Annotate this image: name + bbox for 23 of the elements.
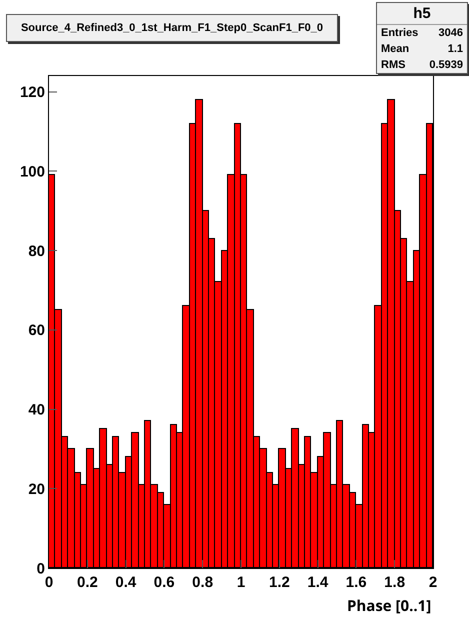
y-tick-label: 120 — [20, 84, 45, 102]
text: h5 — [377, 3, 467, 25]
y-tick-label: 0 — [36, 560, 45, 578]
x-tick-label: 2 — [428, 574, 438, 591]
x-tick-label: 1.6 — [346, 574, 367, 591]
x-axis-title: Phase [0..1] — [347, 596, 432, 616]
text: RMS 0.5939 — [381, 59, 463, 71]
text: Entries 3046 — [381, 27, 463, 39]
y-tick-label: 40 — [28, 402, 45, 419]
text: Mean 1.1 — [381, 43, 463, 55]
y-tick-label: 20 — [28, 480, 45, 498]
x-tick-label: 0.4 — [115, 574, 137, 591]
x-tick-label: 1.8 — [384, 574, 406, 591]
x-tick-label: 1.2 — [268, 574, 290, 591]
x-tick-label: 0.8 — [192, 574, 214, 591]
y-tick-label: 80 — [28, 242, 45, 260]
x-tick-label: 0.6 — [154, 574, 175, 591]
y-tick-label: 100 — [20, 163, 45, 180]
x-tick-label: 1.4 — [307, 574, 329, 591]
x-tick-label: 0.2 — [76, 574, 98, 591]
x-tick-label: 1 — [236, 574, 246, 591]
y-tick-label: 60 — [28, 322, 45, 340]
chart-title: Source_4_Refined3_0_1st_Harm_F1_Step0_ScanF1_F0_0 — [6, 14, 338, 42]
